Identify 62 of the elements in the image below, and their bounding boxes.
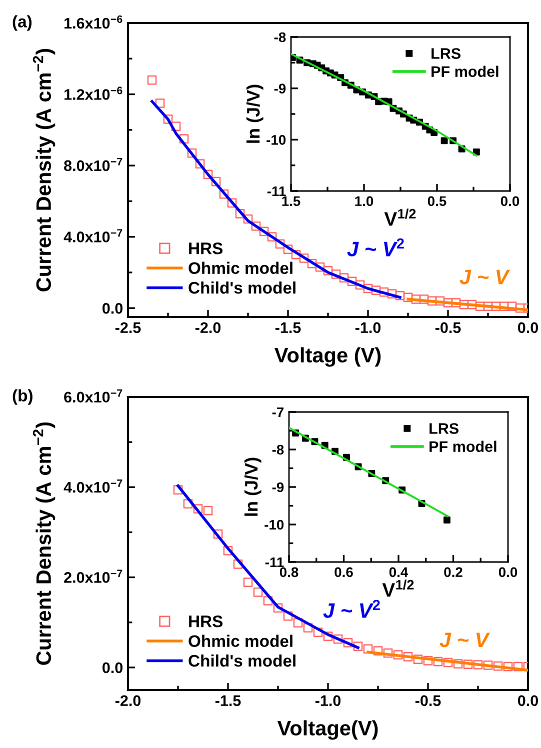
y-tick-label: -8 <box>274 32 286 42</box>
x-axis-title: Voltage(V) <box>277 720 378 740</box>
x-tick-label: 1.5 <box>282 196 300 206</box>
x-tick-label: -0.5 <box>415 695 441 706</box>
x-tick-label: 0.5 <box>428 196 446 206</box>
legend-label: LRS <box>430 423 459 434</box>
x-axis-title: Voltage (V) <box>274 347 381 367</box>
x-tick-label: -1.0 <box>355 322 381 334</box>
y-tick-label: 2.0x10$^{−7}$ <box>64 570 122 583</box>
x-tick-label: -2.0 <box>115 695 141 706</box>
annotation: J ~ V <box>460 270 510 284</box>
y-tick-label: -11 <box>267 186 286 196</box>
x-axis-title: V$^{1/2}$ <box>384 208 416 226</box>
y-axis-title: ln (J/V) <box>246 84 264 143</box>
legend-label: PF model <box>430 440 496 452</box>
legend-label: Child's model <box>188 654 296 667</box>
x-tick-label: 0.0 <box>498 567 518 578</box>
legend-label: Ohmic model <box>188 262 292 274</box>
x-tick-label: 0.2 <box>444 567 462 578</box>
y-tick-label: -10 <box>264 520 284 530</box>
y-tick-label: -9 <box>274 84 286 94</box>
x-tick-label: -1.5 <box>215 695 241 706</box>
x-tick-label: -2.5 <box>115 322 141 334</box>
y-tick-label: 1.6x10$^{−6}$ <box>64 15 122 29</box>
text: (b) <box>12 389 32 405</box>
x-tick-label: -1.5 <box>275 322 301 334</box>
legend-label: PF model <box>432 66 498 77</box>
y-tick-label: -8 <box>272 444 284 455</box>
text: (a) <box>12 15 32 31</box>
y-tick-label: 0.0 <box>102 662 123 674</box>
y-tick-label: -10 <box>266 135 286 145</box>
annotation: J ~ V$^{2}$ <box>347 238 404 256</box>
legend-label: Child's model <box>188 281 296 294</box>
x-tick-label: 0.0 <box>518 322 538 334</box>
annotation: J ~ V$^{2}$ <box>323 600 380 618</box>
legend-label: HRS <box>189 242 223 254</box>
y-axis-title: Current Density (A cm$^{−2}$) <box>32 48 56 292</box>
y-tick-label: -11 <box>265 557 284 568</box>
y-tick-label: -9 <box>272 482 284 492</box>
x-axis-title: V$^{1/2}$ <box>382 580 414 597</box>
x-tick-label: 0.8 <box>280 567 298 578</box>
x-tick-label: 1.0 <box>355 196 374 206</box>
x-tick-label: -0.5 <box>435 322 461 334</box>
y-tick-label: 0.0 <box>102 302 123 314</box>
x-tick-label: 0.6 <box>334 567 353 578</box>
y-tick-label: 8.0x10$^{−7}$ <box>64 158 122 172</box>
y-axis-title: ln (J/V) <box>244 458 262 516</box>
x-tick-label: 0.4 <box>389 567 408 578</box>
y-tick-label: 4.0x10$^{−7}$ <box>64 480 122 493</box>
legend-label: HRS <box>189 615 223 628</box>
y-tick-label: 4.0x10$^{−7}$ <box>64 229 122 242</box>
annotation: J ~ V <box>440 632 490 648</box>
x-tick-label: 0.0 <box>518 695 538 706</box>
legend-label: Ohmic model <box>188 634 292 648</box>
x-tick-label: 0.0 <box>500 196 520 206</box>
legend-label: LRS <box>432 48 461 59</box>
y-axis-title: Current Density (A cm$^{−2}$) <box>32 422 56 665</box>
y-tick-label: 1.2x10$^{−6}$ <box>64 86 122 100</box>
x-tick-label: -2.0 <box>195 322 221 334</box>
x-tick-label: -1.0 <box>315 695 341 706</box>
y-tick-label: -7 <box>272 407 284 418</box>
y-tick-label: 6.0x10$^{−7}$ <box>64 389 122 403</box>
